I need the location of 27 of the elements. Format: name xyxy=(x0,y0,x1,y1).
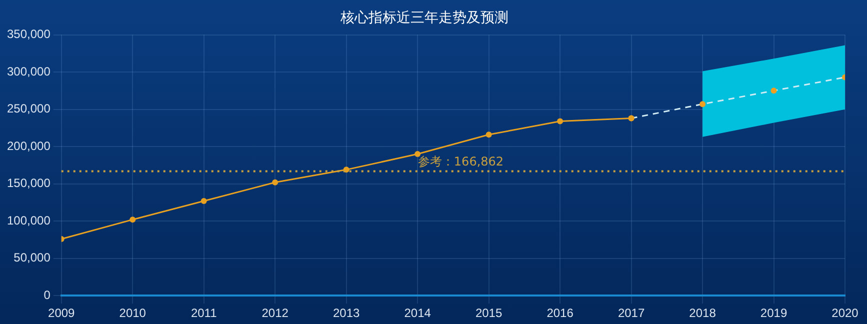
y-tick-label: 0 xyxy=(44,288,51,302)
x-tick-label: 2013 xyxy=(332,306,360,320)
point xyxy=(130,216,136,223)
x-tick-label: 2012 xyxy=(262,306,289,320)
chart-title: 核心指标近三年走势及预测 xyxy=(340,10,508,26)
y-tick-label: 250,000 xyxy=(6,102,51,116)
y-tick-label: 50,000 xyxy=(14,250,51,265)
x-tick-label: 2015 xyxy=(475,306,502,320)
y-tick-label: 350,000 xyxy=(6,27,51,42)
x-tick-label: 2009 xyxy=(48,306,76,320)
ref-line-label: 参考：166,862 xyxy=(418,154,504,168)
y-tick-label: 200,000 xyxy=(6,138,51,153)
point xyxy=(200,198,207,204)
x-tick-label: 2014 xyxy=(404,306,432,320)
point xyxy=(557,118,564,124)
point xyxy=(486,132,492,138)
x-tick-label: 2018 xyxy=(689,306,716,320)
point xyxy=(272,179,278,186)
x-tick-label: 2010 xyxy=(119,306,146,320)
y-tick-label: 100,000 xyxy=(6,213,51,228)
y-tick-label: 150,000 xyxy=(6,176,51,190)
x-tick-label: 2020 xyxy=(832,306,859,320)
x-tick-label: 2019 xyxy=(760,306,788,320)
y-tick-label: 300,000 xyxy=(6,64,51,78)
x-tick-label: 2011 xyxy=(190,306,218,320)
x-tick-label: 2016 xyxy=(546,306,574,320)
x-tick-label: 2017 xyxy=(618,306,645,320)
